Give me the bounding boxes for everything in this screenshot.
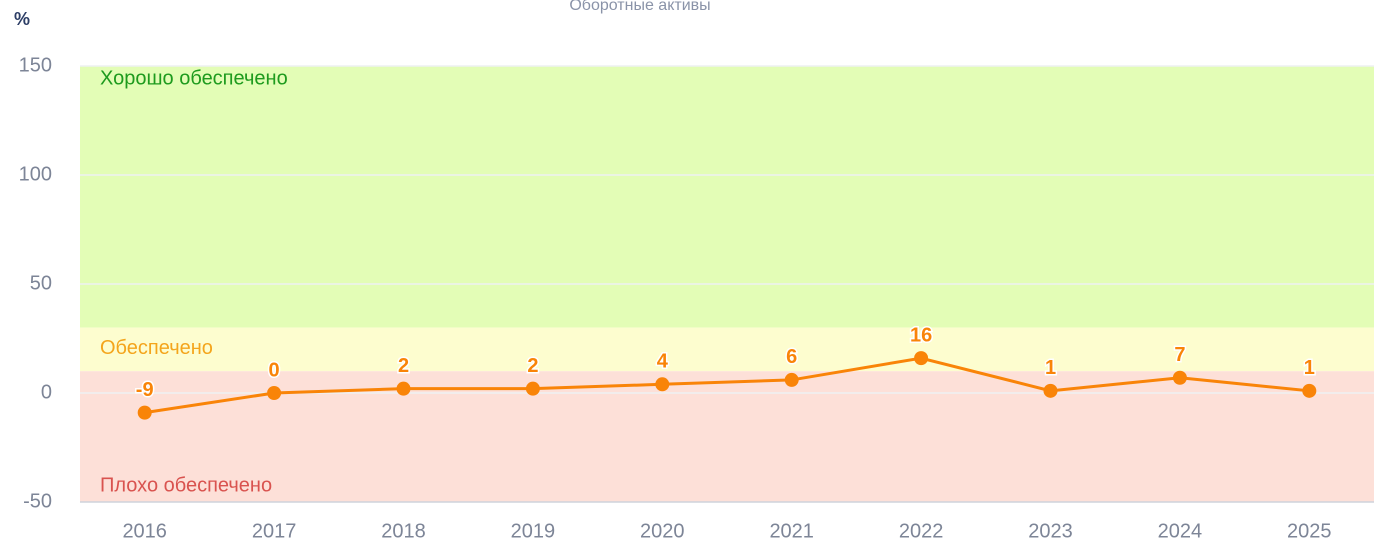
x-tick-label: 2018 [381, 520, 426, 542]
point [784, 372, 799, 387]
y-tick-label: 100 [19, 163, 52, 185]
data-label: 4 [657, 351, 669, 373]
data-label: 6 [786, 346, 797, 368]
x-tick-label: 2017 [252, 520, 297, 542]
point [137, 405, 152, 420]
y-axis-label: % [14, 9, 30, 29]
point [525, 381, 540, 396]
y-tick-label: 0 [41, 381, 52, 403]
band-label: Обеспечено [100, 337, 213, 359]
line [144, 356, 1310, 415]
data-label: 16 [910, 324, 932, 346]
chart-title: Оборотные активы [569, 0, 710, 14]
band-label: Хорошо обеспечено [100, 67, 288, 89]
y-tick-label: -50 [23, 490, 52, 512]
band-label: Плохо обеспечено [100, 474, 272, 496]
point [1043, 383, 1058, 398]
x-tick-label: 2020 [640, 520, 685, 542]
x-tick-label: 2023 [1028, 520, 1073, 542]
point [914, 351, 929, 366]
data-label: 1 [1045, 357, 1056, 379]
band [80, 66, 1374, 328]
point [267, 386, 282, 400]
x-tick-label: 2025 [1287, 520, 1332, 542]
data-label: 0 [269, 359, 280, 381]
point [655, 377, 670, 392]
data-label: 7 [1174, 344, 1185, 366]
y-tick-label: 150 [19, 54, 52, 76]
x-tick-label: 2022 [899, 520, 944, 542]
x-tick-label: 2021 [769, 520, 814, 542]
y-tick-label: 50 [30, 272, 52, 294]
point [396, 381, 411, 396]
data-label: 1 [1304, 357, 1315, 379]
data-label: 2 [398, 355, 409, 377]
x-tick-label: 2016 [122, 520, 167, 542]
data-label: 2 [527, 355, 538, 377]
point [1172, 370, 1187, 385]
point [1302, 383, 1317, 398]
band [80, 327, 1374, 372]
x-tick-label: 2019 [511, 520, 556, 542]
x-tick-label: 2024 [1158, 520, 1203, 542]
data-label: -9 [136, 379, 154, 401]
